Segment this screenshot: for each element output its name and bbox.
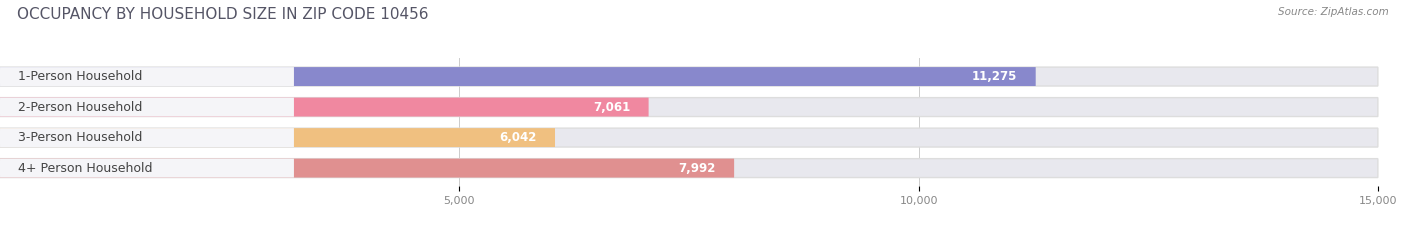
FancyBboxPatch shape <box>0 159 734 178</box>
FancyBboxPatch shape <box>0 98 1378 116</box>
Text: 7,992: 7,992 <box>678 162 716 175</box>
FancyBboxPatch shape <box>0 67 1378 86</box>
Text: OCCUPANCY BY HOUSEHOLD SIZE IN ZIP CODE 10456: OCCUPANCY BY HOUSEHOLD SIZE IN ZIP CODE … <box>17 7 429 22</box>
FancyBboxPatch shape <box>0 67 1036 86</box>
FancyBboxPatch shape <box>0 159 294 178</box>
FancyBboxPatch shape <box>0 98 294 116</box>
Text: 1-Person Household: 1-Person Household <box>18 70 143 83</box>
Text: Source: ZipAtlas.com: Source: ZipAtlas.com <box>1278 7 1389 17</box>
Text: 7,061: 7,061 <box>593 101 630 113</box>
FancyBboxPatch shape <box>0 159 1378 178</box>
Text: 4+ Person Household: 4+ Person Household <box>18 162 153 175</box>
Text: 2-Person Household: 2-Person Household <box>18 101 143 113</box>
FancyBboxPatch shape <box>0 128 294 147</box>
Text: 6,042: 6,042 <box>499 131 537 144</box>
Text: 11,275: 11,275 <box>972 70 1018 83</box>
FancyBboxPatch shape <box>0 128 1378 147</box>
Text: 3-Person Household: 3-Person Household <box>18 131 143 144</box>
FancyBboxPatch shape <box>0 67 294 86</box>
FancyBboxPatch shape <box>0 128 555 147</box>
FancyBboxPatch shape <box>0 98 648 116</box>
